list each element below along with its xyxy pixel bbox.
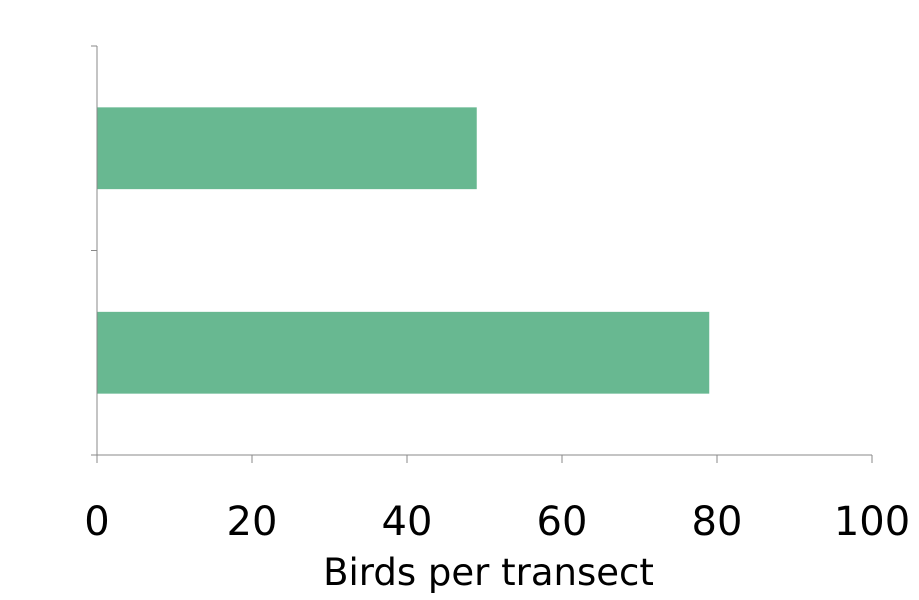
bar-1 [97, 107, 477, 190]
x-ticks-group: 0 20 40 60 80 100 [84, 455, 910, 545]
y-ticks-group [91, 45, 97, 251]
x-tick-label: 100 [834, 499, 910, 545]
x-tick-label: 0 [84, 499, 109, 545]
bar-2 [97, 311, 710, 394]
x-tick-label: 80 [692, 499, 743, 545]
bars-group [97, 107, 710, 394]
x-axis-title: Birds per transect [323, 551, 654, 594]
x-tick-label: 20 [227, 499, 278, 545]
x-tick-label: 40 [382, 499, 433, 545]
x-tick-label: 60 [537, 499, 588, 545]
